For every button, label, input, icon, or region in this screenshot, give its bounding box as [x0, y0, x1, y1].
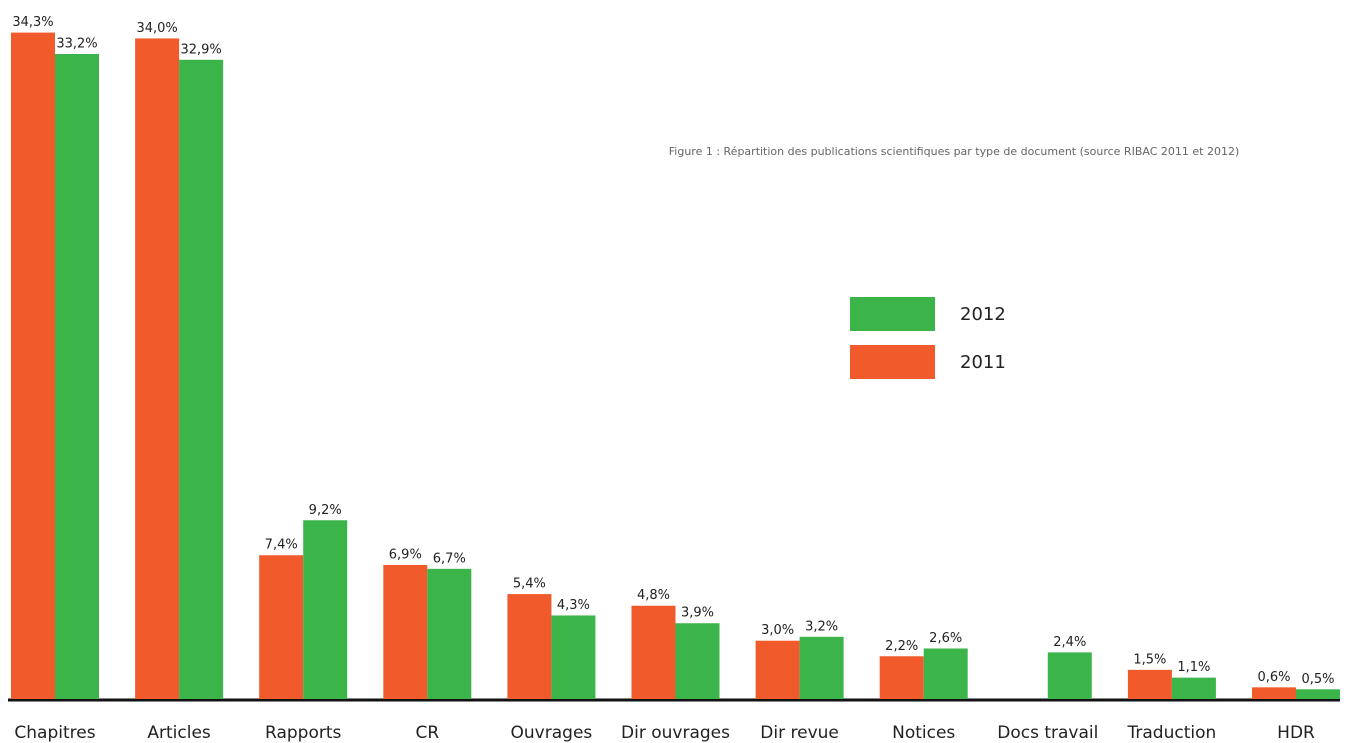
legend-label: 2012: [960, 304, 1006, 325]
value-label: 4,8%: [637, 588, 670, 603]
value-label: 3,0%: [761, 623, 794, 638]
bar: [1296, 689, 1340, 699]
value-label: 34,0%: [136, 21, 177, 36]
x-tick-label: Docs travail: [997, 723, 1098, 743]
x-tick-label: CR: [415, 723, 439, 743]
bar: [303, 520, 348, 699]
value-label: 7,4%: [265, 538, 298, 553]
x-tick-label: HDR: [1277, 723, 1315, 743]
bar: [923, 648, 968, 699]
bar: [507, 594, 552, 699]
x-tick-label: Dir ouvrages: [621, 723, 730, 743]
bar: [879, 656, 924, 699]
value-label: 2,4%: [1053, 635, 1086, 650]
bar: [11, 32, 55, 700]
bar: [135, 38, 180, 699]
x-tick-label: Dir revue: [760, 723, 839, 743]
value-label: 32,9%: [180, 42, 221, 57]
x-tick-label: Chapitres: [14, 723, 95, 743]
bar: [755, 640, 800, 699]
value-label: 3,9%: [681, 606, 714, 621]
bar: [383, 564, 428, 699]
value-label: 33,2%: [56, 36, 97, 51]
value-label: 6,7%: [433, 551, 466, 566]
bar: [631, 605, 676, 699]
value-label: 0,5%: [1301, 672, 1334, 687]
bar: [55, 53, 99, 699]
value-label: 1,1%: [1177, 660, 1210, 675]
value-label: 6,9%: [389, 547, 422, 562]
value-label: 5,4%: [513, 577, 546, 592]
chart-title: Figure 1 : Répartition des publications …: [669, 145, 1239, 158]
bar: [259, 555, 304, 699]
x-tick-label: Rapports: [265, 723, 341, 743]
value-label: 4,3%: [557, 598, 590, 613]
bar: [1171, 677, 1216, 699]
bar: [799, 636, 844, 699]
bar: [675, 623, 720, 699]
bar: [1127, 669, 1172, 699]
legend-label: 2011: [960, 352, 1006, 373]
value-label: 3,2%: [805, 619, 838, 634]
x-tick-label: Ouvrages: [511, 723, 593, 743]
x-tick-label: Articles: [147, 723, 211, 743]
bar: [1047, 652, 1092, 699]
legend-swatch: [850, 297, 935, 331]
value-label: 1,5%: [1133, 652, 1166, 667]
legend-swatch: [850, 345, 935, 379]
value-label: 34,3%: [12, 15, 53, 30]
x-tick-label: Notices: [892, 723, 955, 743]
value-label: 2,2%: [885, 639, 918, 654]
value-label: 2,6%: [929, 631, 962, 646]
bar: [179, 59, 224, 700]
bar: [551, 615, 596, 699]
x-tick-label: Traduction: [1127, 723, 1217, 743]
bar: [427, 568, 472, 699]
value-label: 9,2%: [309, 503, 342, 518]
value-label: 0,6%: [1257, 670, 1290, 685]
bar: [1252, 687, 1296, 699]
